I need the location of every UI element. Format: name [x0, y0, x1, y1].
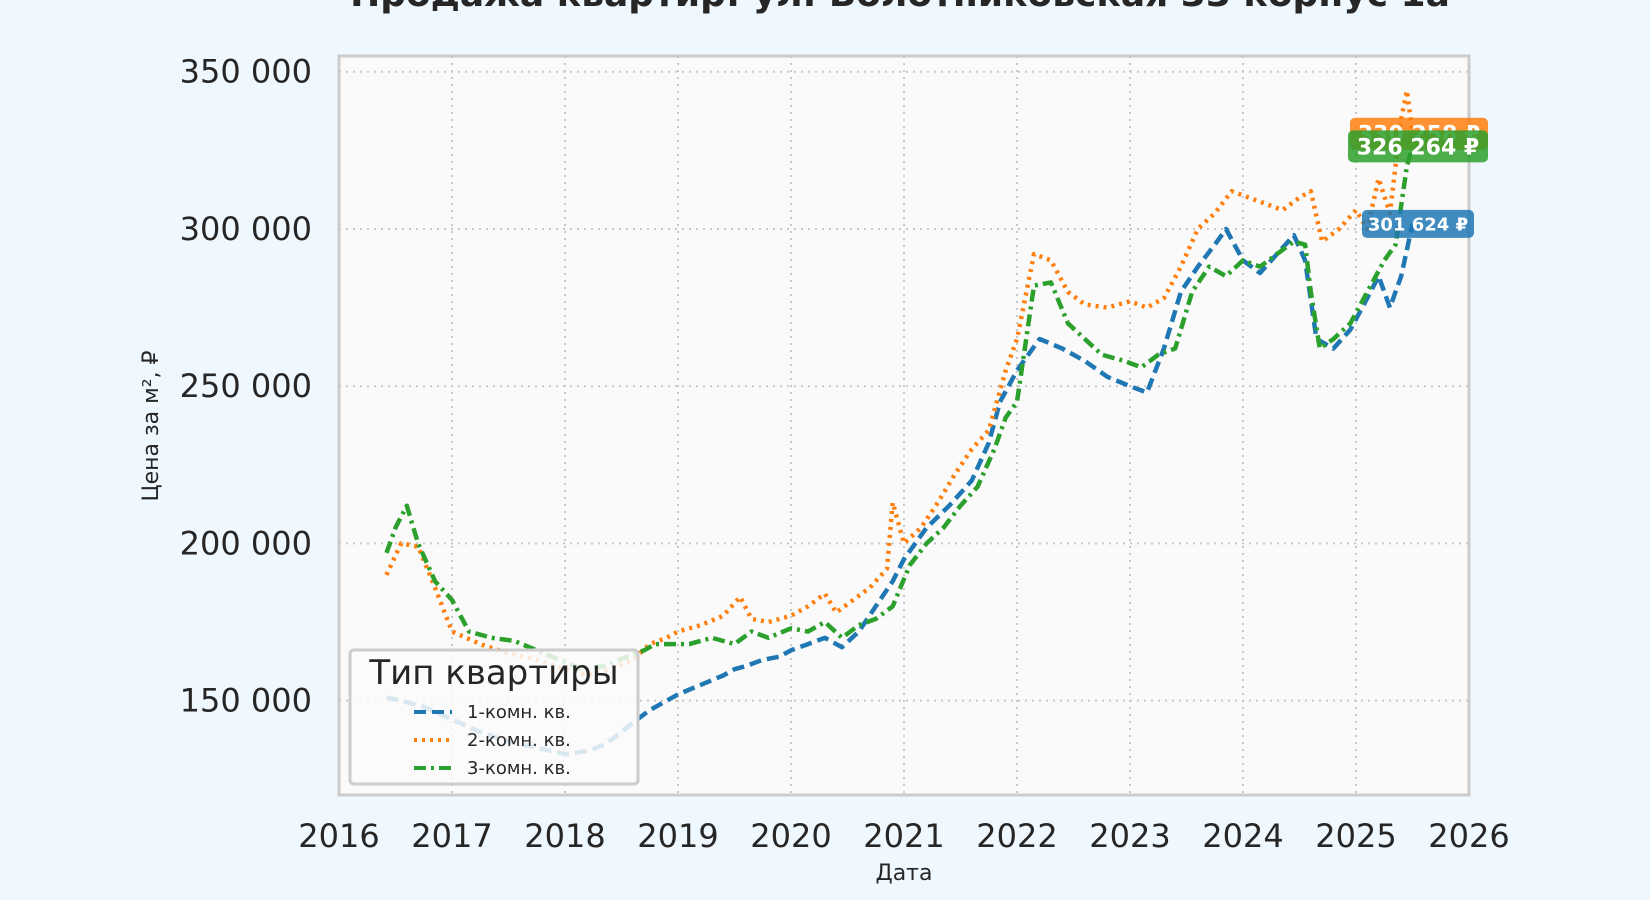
x-tick-label: 2022	[976, 817, 1057, 855]
x-tick-label: 2023	[1089, 817, 1170, 855]
end-value-labels: 330 258 ₽326 264 ₽301 624 ₽	[1348, 117, 1488, 238]
legend-box	[348, 648, 640, 786]
legend-entry-3: 3-комн. кв.	[467, 758, 571, 779]
legend-entry-2: 2-комн. кв.	[467, 730, 571, 751]
chart-title: Продажа квартир: ул. Болотниковская 33 к…	[350, 0, 1450, 15]
y-tick-label: 300 000	[180, 210, 312, 248]
legend: Тип квартиры 1-комн. кв. 2-комн. кв. 3-ком…	[348, 648, 640, 786]
x-tick-label: 2016	[298, 817, 379, 855]
y-tick-label: 150 000	[180, 682, 312, 720]
end-label-text: 326 264 ₽	[1357, 135, 1479, 160]
x-tick-label: 2025	[1315, 817, 1396, 855]
end-label-badge	[1362, 209, 1474, 238]
x-tick-label: 2020	[750, 817, 831, 855]
y-tick-label: 200 000	[180, 524, 312, 562]
x-tick-label: 2019	[637, 817, 718, 855]
x-tick-label: 2017	[411, 817, 492, 855]
y-tick-label: 350 000	[180, 53, 312, 91]
end-label-badge	[1348, 130, 1488, 163]
x-tick-label: 2018	[524, 817, 605, 855]
y-axis-label: Цена за м², ₽	[139, 350, 164, 501]
series-line-3	[384, 145, 1415, 672]
axis-ticks: 2016 2017 2018 2019 2020 2021 2022 2023 2024 2025…	[180, 53, 1510, 855]
x-axis-label: Дата	[876, 861, 933, 886]
x-tick-label: 2024	[1202, 817, 1283, 855]
legend-entry-1: 1-комн. кв.	[467, 702, 571, 723]
x-tick-label: 2026	[1428, 817, 1509, 855]
legend-title: Тип квартиры	[368, 653, 618, 693]
x-tick-label: 2021	[863, 817, 944, 855]
end-label-text: 301 624 ₽	[1368, 214, 1468, 235]
y-tick-label: 250 000	[180, 367, 312, 405]
